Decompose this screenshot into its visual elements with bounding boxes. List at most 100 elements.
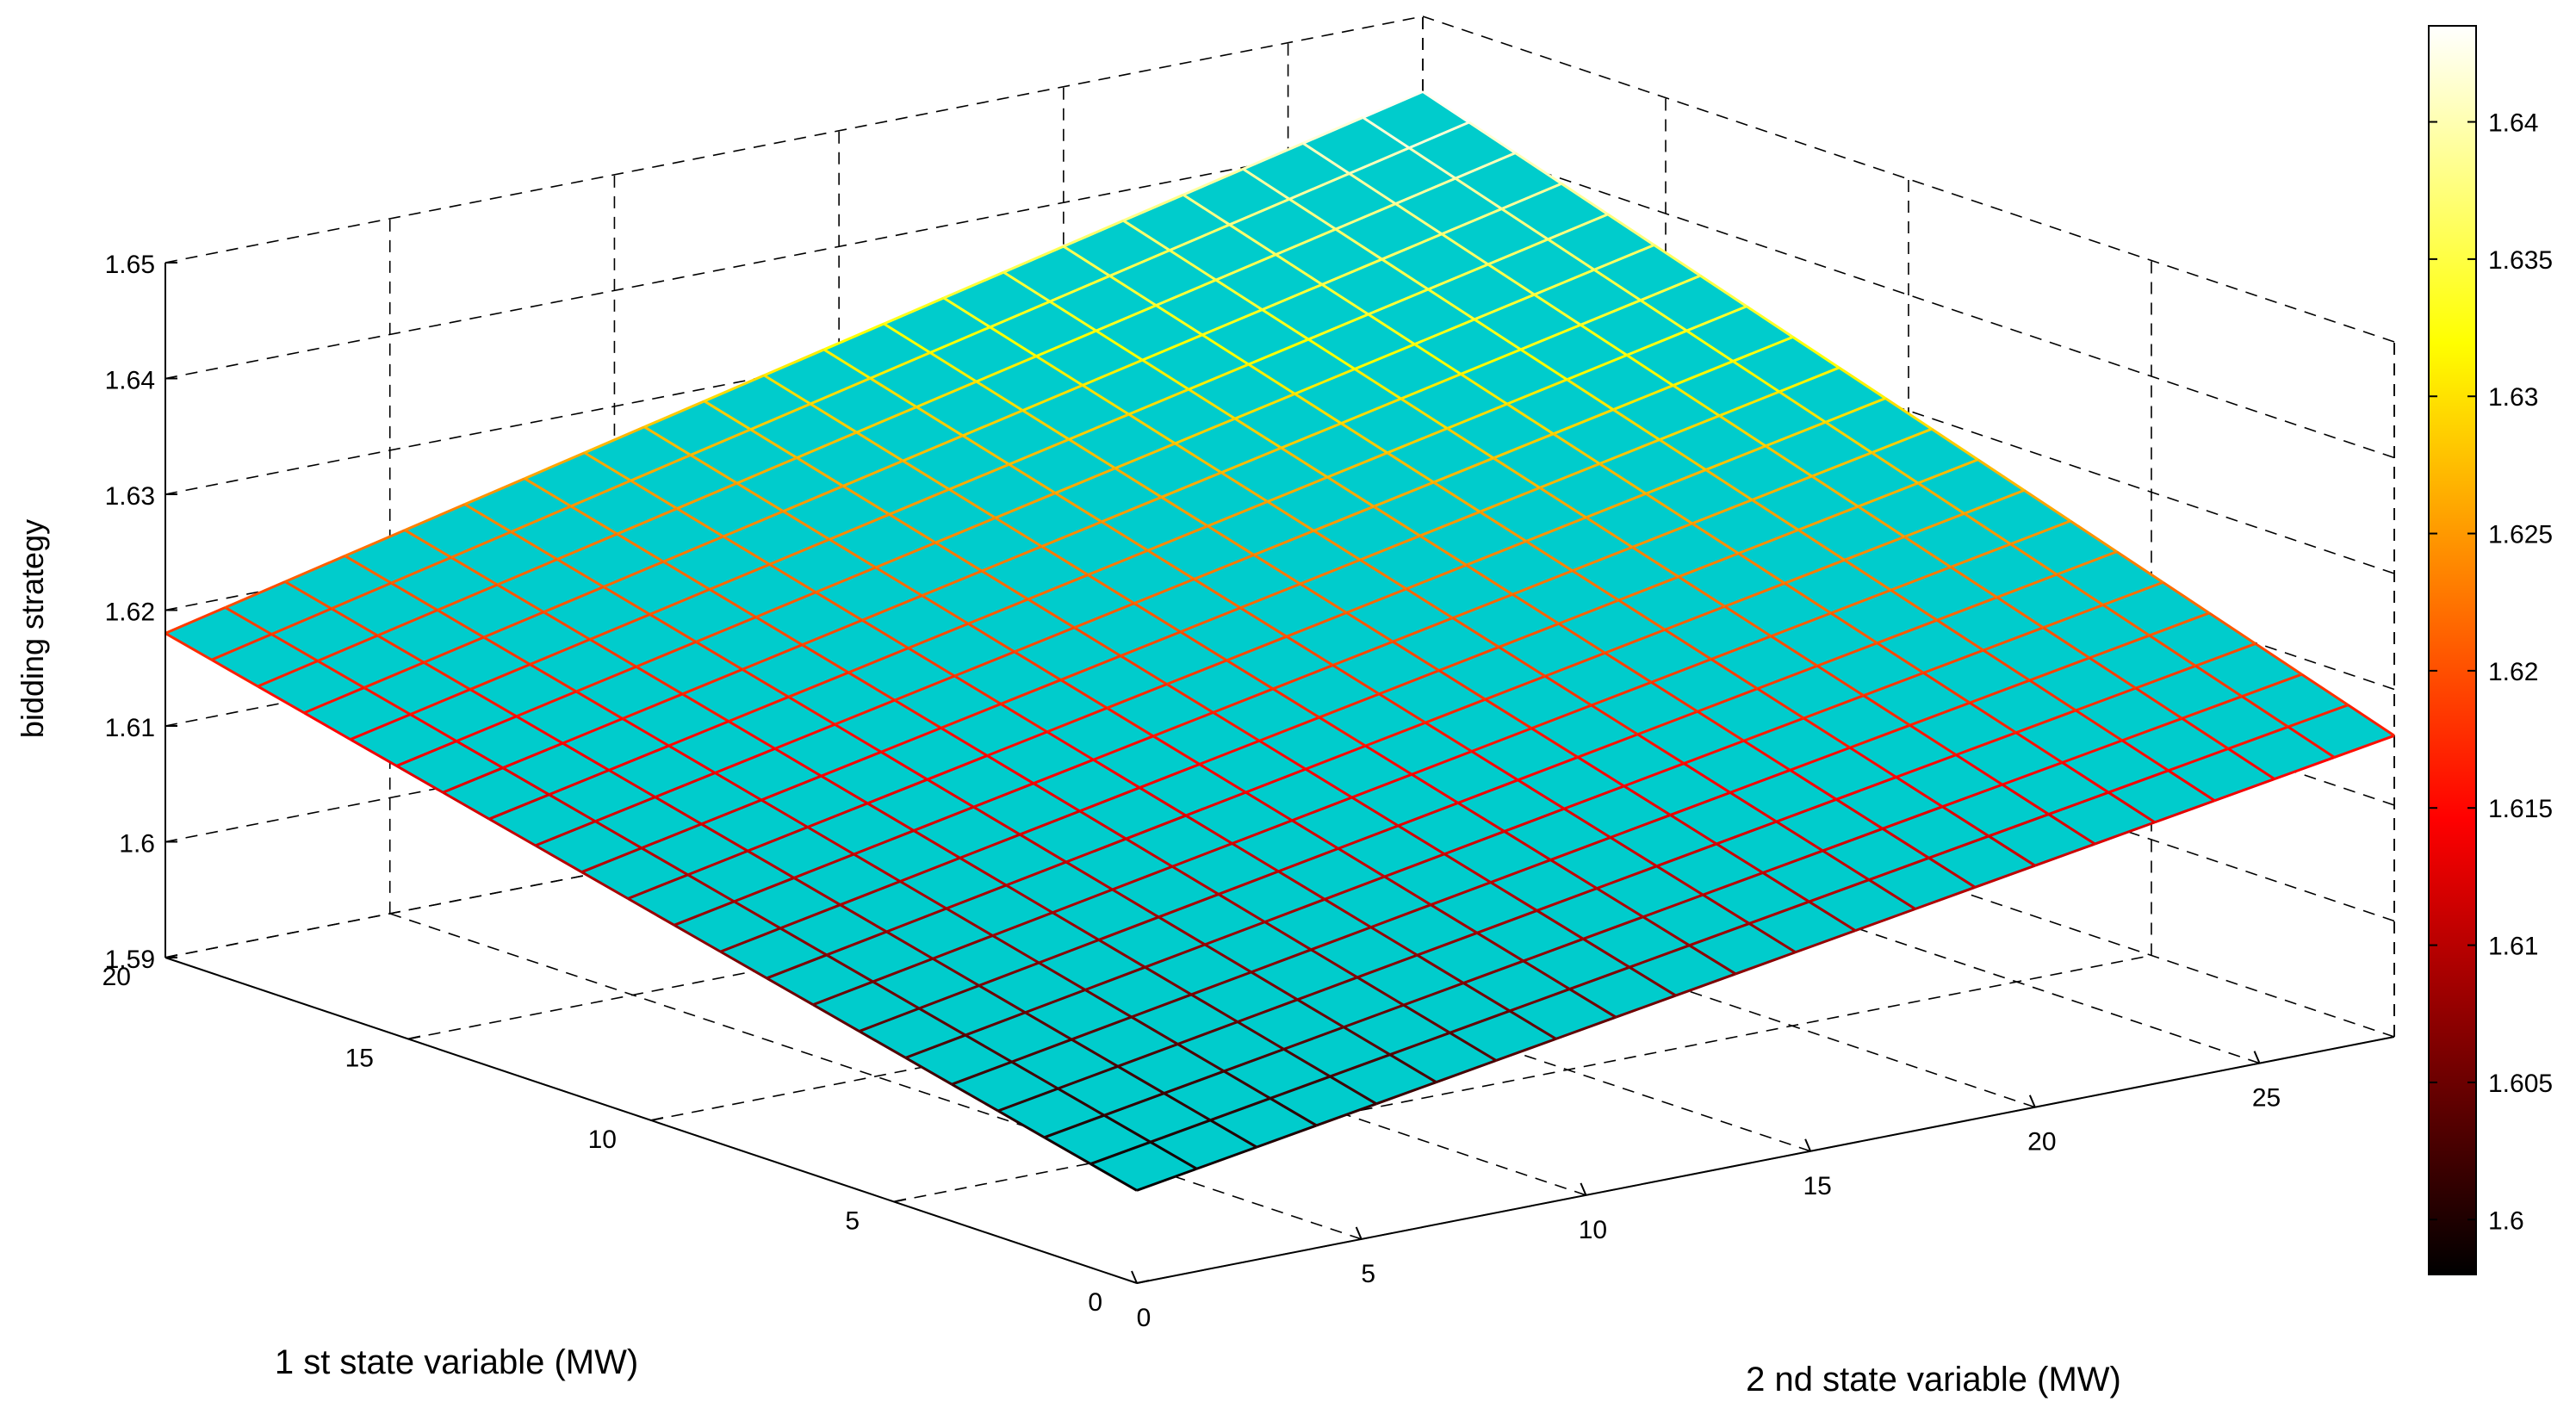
mesh-edge bbox=[1950, 543, 2012, 568]
colorbar-tick-label: 1.64 bbox=[2488, 109, 2538, 138]
mesh-edge bbox=[1857, 505, 1906, 538]
mesh-edge bbox=[1234, 392, 1296, 420]
mesh-edge bbox=[1338, 847, 1386, 878]
mesh-edge bbox=[524, 477, 572, 508]
mesh-edge bbox=[940, 727, 989, 757]
mesh-edge bbox=[1139, 786, 1187, 817]
mesh-edge bbox=[978, 984, 1027, 1014]
mesh-edge bbox=[1969, 701, 2017, 735]
mesh-edge bbox=[1389, 1031, 1450, 1057]
mesh-edge bbox=[1835, 798, 1884, 830]
gridline-z bbox=[1422, 16, 2395, 343]
mesh-edge bbox=[1345, 587, 1407, 614]
mesh-edge bbox=[1326, 475, 1375, 508]
mesh-edge bbox=[834, 698, 896, 726]
mesh-edge bbox=[1403, 982, 1464, 1007]
mesh-edge bbox=[1218, 870, 1279, 896]
mesh-edge bbox=[1394, 202, 1443, 236]
mesh-edge bbox=[829, 512, 891, 541]
mesh-edge bbox=[630, 479, 678, 510]
mesh-edge bbox=[1784, 582, 1832, 615]
mesh-edge bbox=[1547, 213, 1609, 241]
mesh-edge bbox=[1776, 797, 1837, 823]
mesh-edge bbox=[1580, 299, 1642, 326]
x-axis-label: 1 st state variable (MW) bbox=[275, 1343, 638, 1381]
mesh-edge bbox=[1125, 814, 1187, 840]
mesh-edge bbox=[2014, 731, 2064, 764]
mesh-edge bbox=[2107, 791, 2156, 824]
mesh-edge bbox=[1585, 492, 1647, 519]
mesh-edge bbox=[390, 581, 438, 611]
mesh-edge bbox=[1446, 402, 1508, 430]
mesh-edge bbox=[1500, 208, 1549, 241]
mesh-edge bbox=[2089, 634, 2151, 660]
mesh-edge bbox=[673, 900, 735, 927]
mesh-edge bbox=[1163, 1092, 1212, 1122]
y-tick bbox=[1131, 1270, 1138, 1284]
colorbar-tick-label: 1.625 bbox=[2488, 521, 2553, 549]
mesh-edge bbox=[926, 778, 975, 809]
gridline-y bbox=[389, 913, 1362, 1240]
mesh-edge bbox=[1272, 687, 1320, 719]
mesh-edge bbox=[1631, 522, 1693, 549]
mesh-edge bbox=[2102, 580, 2163, 606]
mesh-edge bbox=[1568, 988, 1617, 1019]
mesh-edge bbox=[1176, 1020, 1238, 1045]
mesh-edge bbox=[2255, 642, 2303, 676]
mesh-edge bbox=[1180, 606, 1241, 634]
mesh-edge bbox=[635, 665, 684, 696]
mesh-edge bbox=[1485, 674, 1546, 701]
mesh-edge bbox=[1049, 300, 1097, 332]
mesh-edge bbox=[1816, 664, 1865, 697]
mesh-edge bbox=[1770, 611, 1832, 638]
mesh-edge bbox=[1487, 238, 1549, 266]
mesh-edge bbox=[483, 611, 544, 639]
mesh-edge bbox=[516, 690, 577, 718]
mesh-edge bbox=[1098, 939, 1146, 969]
mesh-edge bbox=[842, 485, 891, 516]
mesh-edge bbox=[1234, 417, 1282, 450]
mesh-edge bbox=[997, 1087, 1058, 1113]
mesh-edge bbox=[1452, 592, 1513, 620]
mesh-edge bbox=[2182, 695, 2243, 720]
mesh-edge bbox=[1349, 146, 1410, 175]
mesh-edge bbox=[1729, 791, 1778, 823]
mesh-edge bbox=[796, 456, 844, 487]
mesh-edge bbox=[643, 400, 705, 429]
mesh-edge bbox=[815, 591, 863, 622]
mesh-edge bbox=[1010, 1060, 1059, 1090]
mesh-edge bbox=[1397, 801, 1459, 828]
mesh-edge bbox=[1117, 1043, 1178, 1068]
mesh-edge bbox=[1158, 893, 1220, 919]
mesh-edge bbox=[1082, 358, 1144, 387]
mesh-edge bbox=[953, 674, 1002, 705]
mesh-edge bbox=[1683, 739, 1745, 765]
mesh-edge bbox=[2042, 626, 2090, 660]
mesh-edge bbox=[1046, 706, 1108, 734]
mesh-edge bbox=[502, 741, 563, 770]
mesh-edge bbox=[1735, 951, 1797, 976]
mesh-edge bbox=[902, 434, 964, 462]
mesh-edge bbox=[1612, 408, 1660, 441]
mesh-edge bbox=[1460, 373, 1508, 406]
mesh-edge bbox=[1471, 727, 1532, 753]
mesh-edge bbox=[967, 598, 1029, 625]
mesh-edge bbox=[823, 322, 885, 351]
y-tick-label: 10 bbox=[1579, 1216, 1607, 1244]
mesh-edge bbox=[496, 558, 558, 586]
mesh-edge bbox=[2023, 489, 2071, 523]
mesh-edge bbox=[510, 505, 572, 533]
mesh-edge bbox=[583, 451, 632, 482]
mesh-edge bbox=[1659, 438, 1707, 471]
mesh-edge bbox=[1685, 329, 1735, 363]
mesh-edge bbox=[284, 555, 346, 583]
mesh-edge bbox=[1697, 687, 1759, 713]
mesh-edge bbox=[1501, 182, 1562, 210]
mesh-edge bbox=[1207, 524, 1255, 556]
mesh-edge bbox=[1021, 384, 1083, 412]
mesh-edge bbox=[1021, 409, 1070, 441]
mesh-edge bbox=[760, 798, 809, 828]
mesh-edge bbox=[1283, 1026, 1344, 1051]
mesh-edge bbox=[1089, 1140, 1151, 1165]
mesh-edge bbox=[1190, 971, 1252, 996]
